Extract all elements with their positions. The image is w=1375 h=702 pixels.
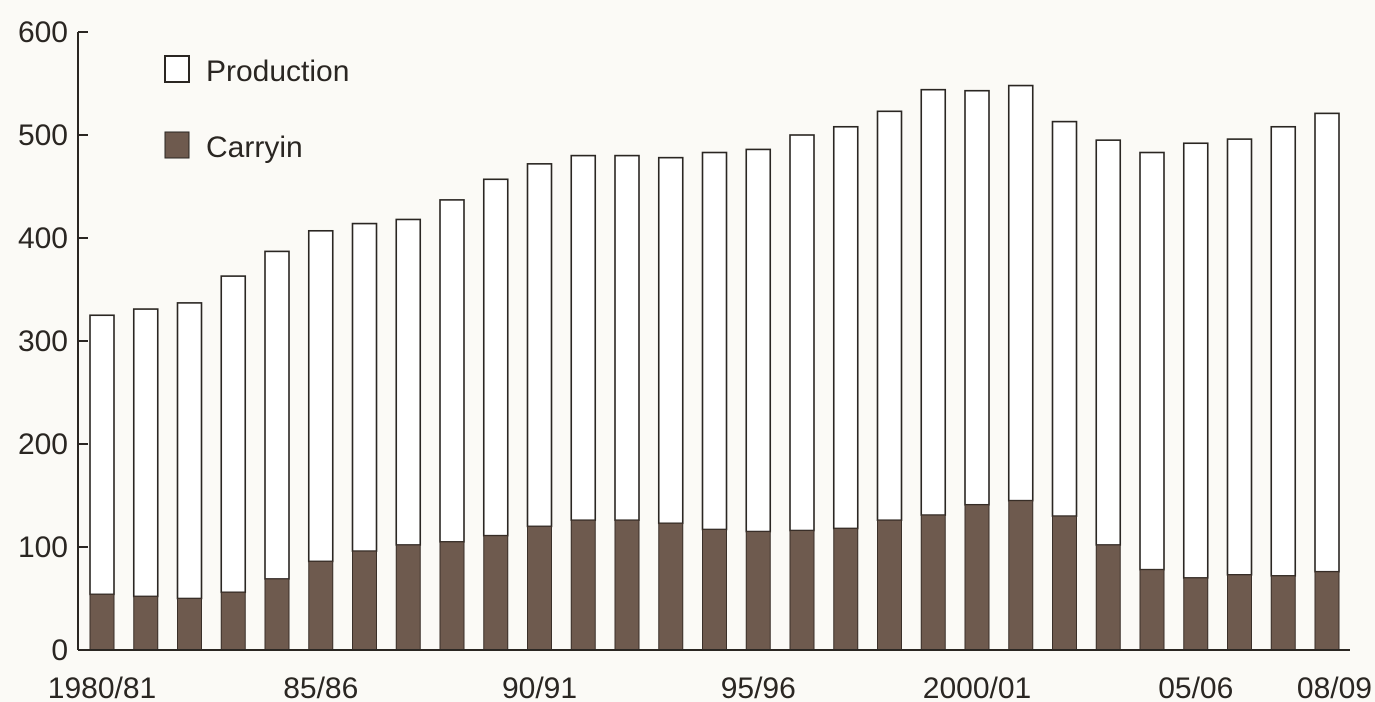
bar-carryin: [1184, 578, 1208, 650]
bar-carryin: [659, 523, 683, 650]
bar-production: [659, 158, 683, 524]
x-tick-label: 90/91: [502, 672, 577, 702]
bar-carryin: [878, 520, 902, 650]
bar-production: [440, 200, 464, 542]
bar-production: [746, 149, 770, 531]
bar-production: [309, 231, 333, 562]
bar-carryin: [90, 594, 114, 650]
bar-carryin: [484, 536, 508, 650]
bar-carryin: [134, 596, 158, 650]
y-tick-label: 200: [18, 428, 68, 461]
bar-carryin: [353, 551, 377, 650]
legend-swatch-carryin: [165, 132, 189, 158]
bar-production: [1140, 153, 1164, 570]
legend-label-production: Production: [206, 55, 349, 88]
y-tick-label: 300: [18, 325, 68, 358]
x-tick-label: 1980/81: [48, 672, 156, 702]
x-tick-label: 85/86: [283, 672, 358, 702]
y-tick-label: 100: [18, 531, 68, 564]
bar-carryin: [309, 561, 333, 650]
bar-production: [878, 111, 902, 520]
bar-carryin: [790, 531, 814, 650]
bar-production: [265, 251, 289, 579]
bar-production: [90, 315, 114, 594]
bar-production: [571, 156, 595, 521]
bar-carryin: [1053, 516, 1077, 650]
bar-production: [1053, 122, 1077, 516]
bar-production: [703, 153, 727, 530]
bar-production: [1184, 143, 1208, 578]
legend-label-carryin: Carryin: [206, 131, 303, 164]
bar-carryin: [746, 532, 770, 650]
bar-production: [484, 179, 508, 535]
bar-carryin: [396, 545, 420, 650]
bar-production: [1315, 113, 1339, 571]
x-tick-label: 2000/01: [923, 672, 1031, 702]
y-tick-label: 400: [18, 222, 68, 255]
bar-carryin: [1228, 575, 1252, 650]
x-tick-label: 05/06: [1158, 672, 1233, 702]
bar-carryin: [265, 579, 289, 650]
bar-production: [134, 309, 158, 596]
y-tick-label: 500: [18, 119, 68, 152]
bar-production: [1228, 139, 1252, 575]
bar-carryin: [615, 520, 639, 650]
y-tick-label: 600: [18, 16, 68, 49]
bar-carryin: [1271, 576, 1295, 650]
bar-production: [528, 164, 552, 527]
bar-carryin: [965, 505, 989, 650]
bar-carryin: [1096, 545, 1120, 650]
x-tick-label: 08/09: [1297, 672, 1372, 702]
bar-carryin: [221, 592, 245, 650]
y-tick-label: 0: [51, 634, 68, 667]
bar-carryin: [1140, 570, 1164, 650]
bar-carryin: [703, 529, 727, 650]
bar-production: [396, 219, 420, 544]
bar-carryin: [528, 526, 552, 650]
bar-production: [790, 135, 814, 531]
bar-production: [1009, 86, 1033, 501]
bar-production: [221, 276, 245, 592]
bar-production: [615, 156, 639, 521]
bar-production: [1096, 140, 1120, 545]
x-tick-label: 95/96: [721, 672, 796, 702]
bar-carryin: [1009, 501, 1033, 650]
bar-carryin: [440, 542, 464, 650]
legend: Production Carryin: [165, 55, 349, 164]
legend-swatch-production: [165, 56, 189, 82]
bar-carryin: [1315, 572, 1339, 650]
bar-carryin: [921, 515, 945, 650]
bar-carryin: [178, 599, 202, 651]
bars-group: [90, 86, 1339, 650]
bar-production: [1271, 127, 1295, 576]
bar-production: [178, 303, 202, 599]
bar-production: [353, 224, 377, 552]
bar-production: [965, 91, 989, 505]
bar-production: [921, 90, 945, 515]
bar-carryin: [571, 520, 595, 650]
bar-carryin: [834, 528, 858, 650]
bar-production: [834, 127, 858, 529]
